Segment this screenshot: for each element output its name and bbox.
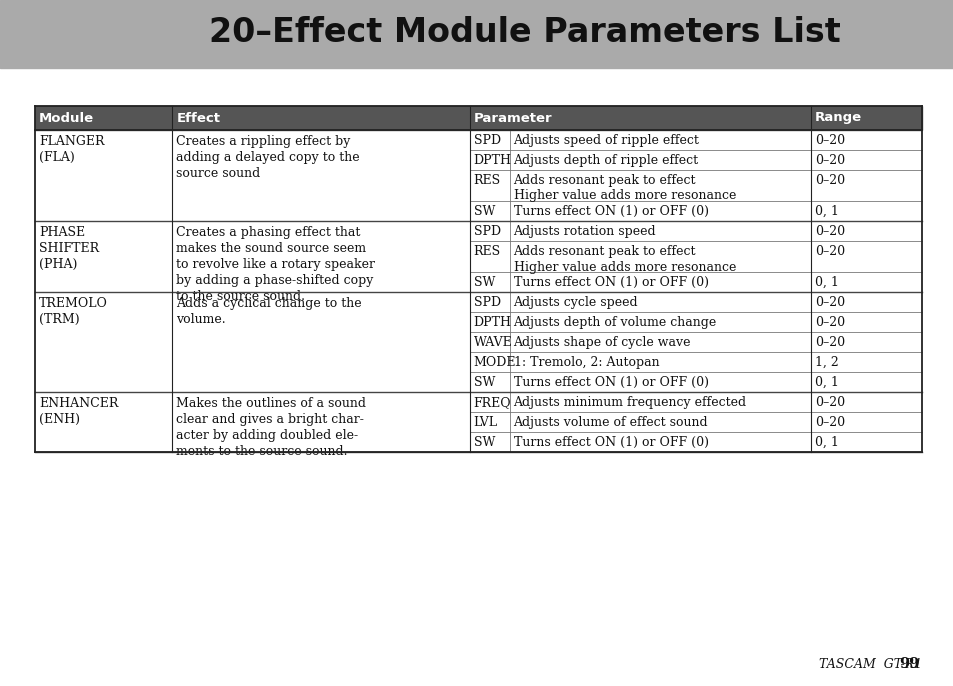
Text: Creates a rippling effect by
adding a delayed copy to the
source sound: Creates a rippling effect by adding a de… — [176, 135, 359, 180]
Bar — [35, 130, 921, 221]
Text: TASCAM  GT-R1: TASCAM GT-R1 — [810, 657, 921, 670]
Text: 0, 1: 0, 1 — [814, 436, 838, 449]
Text: 99: 99 — [899, 657, 919, 671]
Text: Parameter: Parameter — [473, 112, 552, 124]
Text: TREMOLO
(TRM): TREMOLO (TRM) — [39, 297, 108, 326]
Bar — [35, 292, 921, 392]
Text: Adjusts volume of effect sound: Adjusts volume of effect sound — [513, 416, 707, 429]
Text: 0–20: 0–20 — [814, 316, 844, 329]
Text: SW: SW — [473, 205, 495, 218]
Text: SPD: SPD — [473, 134, 500, 147]
Text: LVL: LVL — [473, 416, 497, 429]
Text: Adds resonant peak to effect
Higher value adds more resonance: Adds resonant peak to effect Higher valu… — [513, 174, 735, 202]
Text: WAVE: WAVE — [473, 336, 512, 349]
Bar — [0, 0, 953, 68]
Text: Creates a phasing effect that
makes the sound source seem
to revolve like a rota: Creates a phasing effect that makes the … — [176, 226, 375, 303]
Text: 1: Tremolo, 2: Autopan: 1: Tremolo, 2: Autopan — [513, 356, 659, 369]
Text: Range: Range — [814, 112, 862, 124]
Text: Adjusts speed of ripple effect: Adjusts speed of ripple effect — [513, 134, 699, 147]
Text: Turns effect ON (1) or OFF (0): Turns effect ON (1) or OFF (0) — [513, 376, 708, 389]
Text: RES: RES — [473, 245, 500, 258]
Bar — [35, 392, 921, 452]
Text: DPTH: DPTH — [473, 154, 511, 167]
Text: 0–20: 0–20 — [814, 296, 844, 309]
Text: MODE: MODE — [473, 356, 516, 369]
Text: 0–20: 0–20 — [814, 245, 844, 258]
Text: Turns effect ON (1) or OFF (0): Turns effect ON (1) or OFF (0) — [513, 436, 708, 449]
Text: Makes the outlines of a sound
clear and gives a bright char-
acter by adding dou: Makes the outlines of a sound clear and … — [176, 397, 366, 458]
Text: SW: SW — [473, 436, 495, 449]
Text: 0, 1: 0, 1 — [814, 276, 838, 289]
Text: 20–Effect Module Parameters List: 20–Effect Module Parameters List — [209, 16, 840, 49]
Text: Adds a cyclical change to the
volume.: Adds a cyclical change to the volume. — [176, 297, 362, 326]
Text: 0–20: 0–20 — [814, 225, 844, 238]
Text: PHASE
SHIFTER
(PHA): PHASE SHIFTER (PHA) — [39, 226, 99, 271]
Text: FLANGER
(FLA): FLANGER (FLA) — [39, 135, 105, 164]
Bar — [35, 221, 921, 292]
Text: Adjusts rotation speed: Adjusts rotation speed — [513, 225, 656, 238]
Text: 0, 1: 0, 1 — [814, 205, 838, 218]
Text: 0, 1: 0, 1 — [814, 376, 838, 389]
Text: SPD: SPD — [473, 225, 500, 238]
Text: Module: Module — [39, 112, 94, 124]
Text: 1, 2: 1, 2 — [814, 356, 838, 369]
Text: FREQ: FREQ — [473, 396, 511, 409]
Text: Adjusts minimum frequency effected: Adjusts minimum frequency effected — [513, 396, 746, 409]
Text: RES: RES — [473, 174, 500, 187]
Text: Adjusts depth of ripple effect: Adjusts depth of ripple effect — [513, 154, 698, 167]
Text: 0–20: 0–20 — [814, 134, 844, 147]
Text: SPD: SPD — [473, 296, 500, 309]
Text: 0–20: 0–20 — [814, 396, 844, 409]
Text: 0–20: 0–20 — [814, 174, 844, 187]
Text: Adjusts cycle speed: Adjusts cycle speed — [513, 296, 638, 309]
Text: 0–20: 0–20 — [814, 154, 844, 167]
Text: DPTH: DPTH — [473, 316, 511, 329]
Text: Adjusts depth of volume change: Adjusts depth of volume change — [513, 316, 716, 329]
Text: ENHANCER
(ENH): ENHANCER (ENH) — [39, 397, 118, 426]
Bar — [35, 106, 921, 130]
Text: SW: SW — [473, 276, 495, 289]
Text: Turns effect ON (1) or OFF (0): Turns effect ON (1) or OFF (0) — [513, 205, 708, 218]
Text: Adjusts shape of cycle wave: Adjusts shape of cycle wave — [513, 336, 690, 349]
Text: Adds resonant peak to effect
Higher value adds more resonance: Adds resonant peak to effect Higher valu… — [513, 245, 735, 274]
Text: Effect: Effect — [176, 112, 220, 124]
Text: Turns effect ON (1) or OFF (0): Turns effect ON (1) or OFF (0) — [513, 276, 708, 289]
Text: 0–20: 0–20 — [814, 336, 844, 349]
Text: 0–20: 0–20 — [814, 416, 844, 429]
Text: SW: SW — [473, 376, 495, 389]
